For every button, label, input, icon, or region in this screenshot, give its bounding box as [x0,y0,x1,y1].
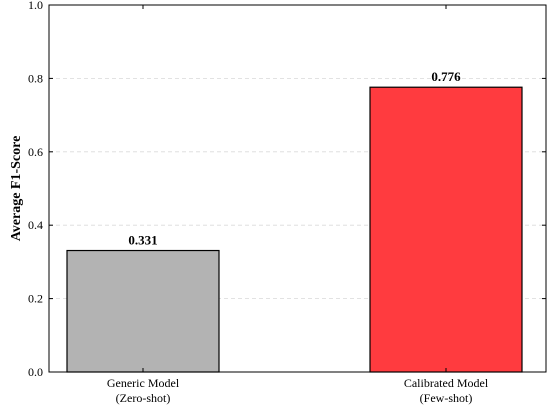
bar-value-label: 0.776 [431,69,461,84]
y-axis-title: Average F1-Score [9,136,24,242]
y-tick-label: 0.2 [28,292,43,306]
plot-frame [48,4,547,373]
y-axis-ticks: 0.0 0.2 0.4 0.6 0.8 1.0 [28,0,546,379]
y-tick-label: 0.0 [28,365,43,379]
bar [369,86,523,373]
bar [66,249,220,373]
x-tick-label: Generic Model [107,376,180,390]
x-axis-ticks: Generic Model(Zero-shot) Calibrated Model… [107,5,489,405]
y-tick-label: 0.4 [28,218,43,232]
bars [66,86,523,373]
data-labels: 0.331 0.776 [128,69,461,247]
x-tick-label: (Zero-shot) [116,391,171,405]
y-tick-label: 0.8 [28,71,43,85]
y-tick-label: 0.6 [28,145,43,159]
x-tick-label: Calibrated Model [404,376,489,390]
x-tick-label: (Few-shot) [420,391,473,405]
bar-value-label: 0.331 [128,233,157,248]
y-tick-label: 1.0 [28,0,43,12]
